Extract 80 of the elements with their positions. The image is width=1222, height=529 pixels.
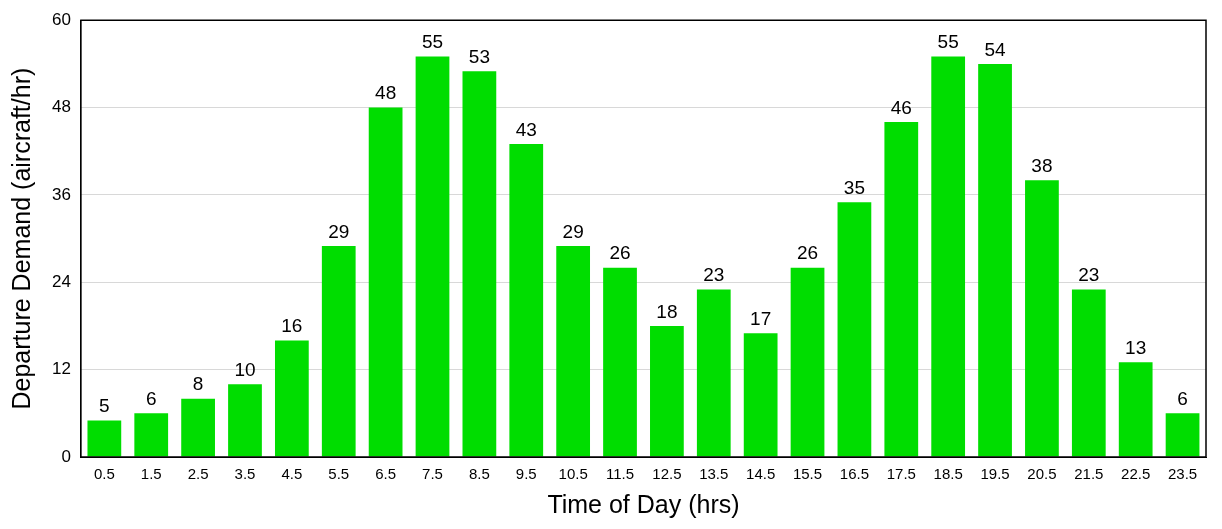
x-tick-label: 7.5 (422, 465, 443, 483)
bar (931, 56, 966, 457)
x-tick-label: 20.5 (1027, 465, 1057, 483)
x-tick-label: 15.5 (792, 465, 823, 483)
x-tick-label: 19.5 (980, 465, 1010, 483)
bar (1071, 289, 1106, 457)
data-label: 55 (421, 31, 444, 53)
y-tick-label: 12 (51, 359, 71, 379)
y-tick-label: 48 (51, 97, 71, 117)
data-label: 29 (328, 220, 350, 242)
bar (1118, 362, 1153, 457)
bar (556, 245, 591, 457)
bar (321, 245, 356, 457)
x-axis-title: Time of Day (hrs) (547, 489, 740, 518)
bar (650, 325, 684, 457)
data-label: 16 (281, 315, 303, 337)
x-tick-label: 8.5 (468, 465, 490, 483)
x-tick-label: 11.5 (605, 465, 635, 483)
data-label: 53 (468, 45, 490, 67)
bar (134, 413, 169, 457)
bar (509, 143, 544, 457)
y-tick-label: 24 (51, 271, 71, 291)
data-label: 18 (656, 300, 678, 322)
x-tick-label: 17.5 (886, 465, 916, 483)
x-tick-label: 13.5 (699, 465, 729, 483)
data-label: 6 (145, 388, 157, 410)
data-label: 38 (1031, 155, 1053, 177)
bar (743, 333, 778, 457)
x-tick-label: 5.5 (328, 465, 350, 483)
bar (228, 384, 262, 457)
data-label: 26 (796, 242, 819, 264)
bar (603, 267, 637, 457)
x-tick-label: 1.5 (140, 465, 162, 483)
y-axis-title: Departure Demand (aircraft/hr) (6, 67, 35, 410)
bar (696, 289, 731, 457)
x-tick-label: 10.5 (558, 465, 588, 483)
bar (368, 107, 403, 457)
x-tick-label: 21.5 (1074, 465, 1104, 483)
x-tick-label: 18.5 (933, 465, 963, 483)
data-label: 43 (515, 118, 537, 140)
bar (415, 56, 450, 457)
y-tick-label: 60 (51, 9, 71, 29)
data-label: 17 (750, 307, 772, 329)
data-label: 55 (937, 31, 959, 53)
x-tick-label: 6.5 (375, 465, 397, 483)
x-tick-label: 12.5 (652, 465, 682, 483)
y-tick-label: 0 (61, 446, 71, 466)
x-tick-label: 4.5 (281, 465, 303, 483)
bar (274, 340, 309, 457)
bar (790, 267, 825, 457)
bar (837, 202, 872, 457)
x-tick-label: 9.5 (515, 465, 537, 483)
x-tick-label: 22.5 (1121, 465, 1151, 483)
data-label: 8 (192, 373, 204, 395)
x-tick-label: 14.5 (746, 465, 776, 483)
x-tick-label: 0.5 (93, 465, 115, 483)
data-label: 26 (609, 242, 631, 264)
bar (462, 71, 497, 457)
data-label: 10 (234, 358, 256, 380)
data-label: 23 (1078, 264, 1100, 286)
data-label: 54 (984, 38, 1007, 60)
bar (884, 122, 919, 457)
data-label: 46 (890, 96, 912, 118)
x-tick-label: 3.5 (234, 465, 256, 483)
x-tick-label: 2.5 (187, 465, 209, 483)
data-label: 13 (1125, 337, 1147, 359)
bar (978, 63, 1012, 457)
bar (181, 398, 215, 457)
y-tick-label: 36 (51, 184, 71, 204)
bar (1165, 413, 1200, 457)
data-label: 48 (375, 82, 397, 104)
data-label: 6 (1177, 388, 1188, 410)
data-label: 29 (562, 220, 584, 242)
x-tick-label: 16.5 (839, 465, 870, 483)
data-label: 5 (99, 395, 110, 417)
data-label: 23 (703, 264, 725, 286)
bar (1025, 180, 1059, 457)
x-tick-label: 23.5 (1167, 465, 1198, 483)
bar (87, 420, 122, 457)
data-label: 35 (843, 176, 865, 198)
